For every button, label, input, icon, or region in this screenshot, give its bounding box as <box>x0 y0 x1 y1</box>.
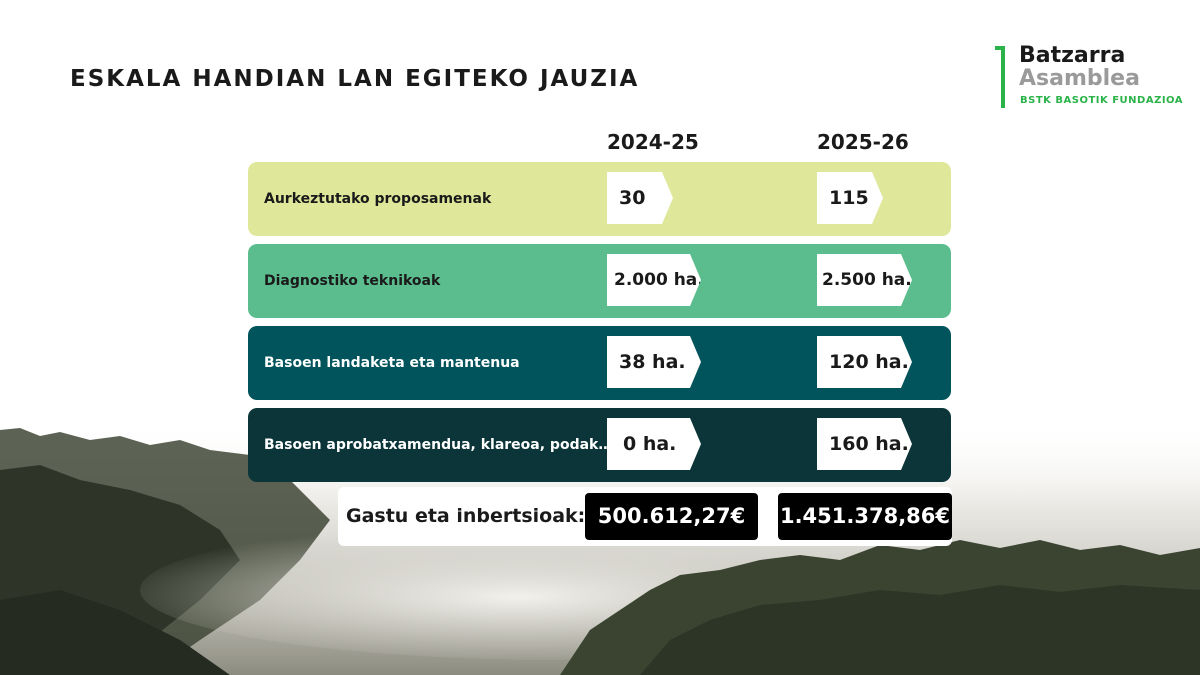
row-label: Diagnostiko teknikoak <box>264 273 441 289</box>
column-header-2025-26: 2025-26 <box>817 130 909 154</box>
logo-line-1: Batzarra <box>1019 43 1126 68</box>
value-2025-26: 2.500 ha. <box>817 254 912 306</box>
row-label: Basoen landaketa eta mantenua <box>264 355 520 371</box>
logo: Batzarra Asamblea BSTK BASOTIK FUNDAZIOA <box>993 43 1183 110</box>
table-row: Diagnostiko teknikoak 2.000 ha. 2.500 ha… <box>248 244 951 318</box>
total-2025-26: 1.451.378,86€ <box>778 493 952 540</box>
table-row: Aurkeztutako proposamenak 30 115 <box>248 162 951 236</box>
total-label: Gastu eta inbertsioak: <box>346 505 586 527</box>
value-2025-26: 115 <box>817 172 883 224</box>
value-2024-25: 0 ha. <box>607 418 701 470</box>
row-label: Basoen aprobatxamendua, klareoa, podak… <box>264 437 613 453</box>
value-2025-26: 160 ha. <box>817 418 912 470</box>
table-row: Basoen landaketa eta mantenua 38 ha. 120… <box>248 326 951 400</box>
value-2024-25: 38 ha. <box>607 336 701 388</box>
row-label: Aurkeztutako proposamenak <box>264 191 492 207</box>
logo-line-2: Asamblea <box>1019 66 1140 91</box>
logo-line-3: BSTK BASOTIK FUNDAZIOA <box>1020 95 1184 106</box>
table-row: Basoen aprobatxamendua, klareoa, podak… … <box>248 408 951 482</box>
value-2024-25: 30 <box>607 172 673 224</box>
column-header-2024-25: 2024-25 <box>607 130 699 154</box>
page-title: ESKALA HANDIAN LAN EGITEKO JAUZIA <box>70 66 640 92</box>
value-2024-25: 2.000 ha. <box>607 254 701 306</box>
logo-mark-icon <box>993 46 1005 108</box>
value-2025-26: 120 ha. <box>817 336 912 388</box>
total-box: Gastu eta inbertsioak: 500.612,27€ 1.451… <box>338 487 952 546</box>
total-2024-25: 500.612,27€ <box>585 493 758 540</box>
